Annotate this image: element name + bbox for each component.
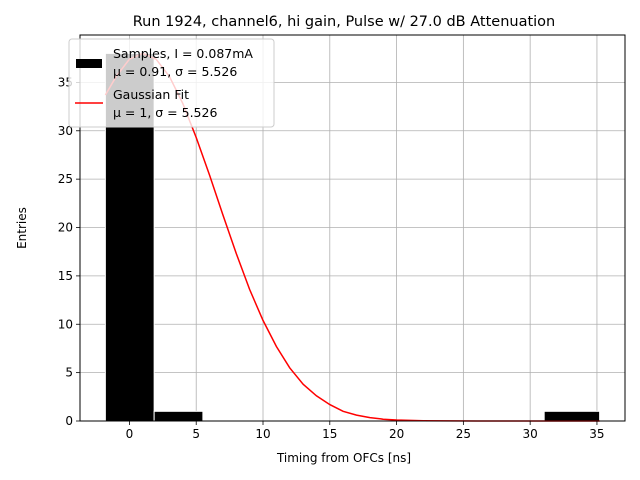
y-tick-label: 30 xyxy=(58,124,73,138)
plot-frame xyxy=(79,34,626,422)
x-tick-label: 30 xyxy=(523,427,538,441)
x-tick-label: 0 xyxy=(126,427,134,441)
y-tick-label: 20 xyxy=(58,221,73,235)
legend: Samples, I = 0.087mA μ = 0.91, σ = 5.526… xyxy=(68,38,275,128)
y-tick-label: 5 xyxy=(65,366,73,380)
y-tick-label: 15 xyxy=(58,269,73,283)
legend-fit-stats: μ = 1, σ = 5.526 xyxy=(113,105,217,120)
legend-samples-label: Samples, I = 0.087mA xyxy=(113,46,253,61)
legend-box xyxy=(68,38,275,128)
legend-samples-swatch xyxy=(76,59,102,68)
chart-title: Run 1924, channel6, hi gain, Pulse w/ 27… xyxy=(133,14,556,30)
x-tick-label: 10 xyxy=(255,427,270,441)
histogram-bar xyxy=(543,410,601,422)
x-tick-label: 5 xyxy=(192,427,200,441)
grid-lines xyxy=(80,35,625,422)
x-tick-label: 25 xyxy=(456,427,471,441)
x-tick-label: 35 xyxy=(589,427,604,441)
legend-samples-stats: μ = 0.91, σ = 5.526 xyxy=(113,64,237,79)
x-tick-label: 15 xyxy=(322,427,337,441)
y-tick-label: 10 xyxy=(58,317,73,331)
y-axis-label: Entries xyxy=(15,207,29,249)
x-tick-label: 20 xyxy=(389,427,404,441)
y-tick-label: 0 xyxy=(65,414,73,428)
y-tick-label: 25 xyxy=(58,172,73,186)
histogram-bar xyxy=(153,410,204,422)
legend-fit-label: Gaussian Fit xyxy=(113,87,189,102)
x-axis-label: Timing from OFCs [ns] xyxy=(276,451,411,465)
